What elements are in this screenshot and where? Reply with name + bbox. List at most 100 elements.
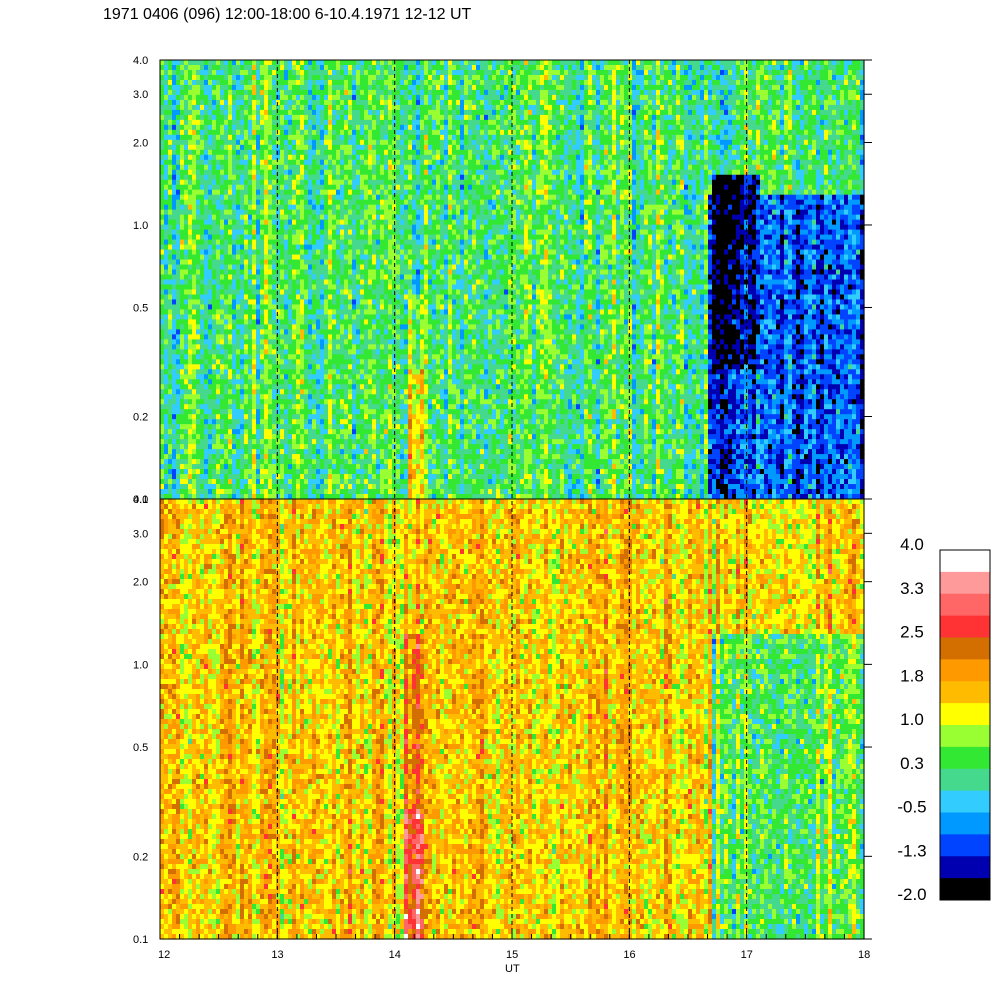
heatmap-cell <box>284 294 289 300</box>
heatmap-cell <box>160 374 165 380</box>
heatmap-cell <box>376 205 381 211</box>
heatmap-cell <box>184 454 189 460</box>
heatmap-cell <box>344 140 349 146</box>
heatmap-cell <box>264 155 269 161</box>
heatmap-cell <box>324 444 329 450</box>
heatmap-cell <box>200 464 205 470</box>
heatmap-cell <box>228 105 233 111</box>
heatmap-cell <box>352 145 357 151</box>
heatmap-cell <box>184 449 189 455</box>
heatmap-cell <box>164 384 169 390</box>
heatmap-cell <box>228 95 233 101</box>
heatmap-cell <box>320 354 325 360</box>
heatmap-cell <box>188 444 193 450</box>
heatmap-cell <box>216 125 221 131</box>
heatmap-cell <box>196 379 201 385</box>
heatmap-cell <box>284 225 289 231</box>
heatmap-cell <box>336 484 341 490</box>
heatmap-cell <box>332 379 337 385</box>
heatmap-cell <box>176 240 181 246</box>
heatmap-cell <box>272 270 277 276</box>
heatmap-cell <box>360 145 365 151</box>
heatmap-cell <box>324 190 329 196</box>
heatmap-cell <box>284 140 289 146</box>
heatmap-cell <box>200 95 205 101</box>
heatmap-cell <box>348 469 353 475</box>
heatmap-cell <box>344 165 349 171</box>
heatmap-cell <box>328 444 333 450</box>
heatmap-cell <box>220 469 225 475</box>
heatmap-cell <box>160 140 165 146</box>
heatmap-cell <box>352 324 357 330</box>
heatmap-cell <box>248 145 253 151</box>
heatmap-cell <box>244 140 249 146</box>
heatmap-cell <box>276 414 281 420</box>
heatmap-cell <box>360 379 365 385</box>
heatmap-cell <box>304 115 309 121</box>
heatmap-cell <box>308 190 313 196</box>
heatmap-cell <box>300 474 305 480</box>
heatmap-cell <box>256 95 261 101</box>
heatmap-cell <box>384 135 389 141</box>
heatmap-cell <box>340 120 345 126</box>
heatmap-cell <box>272 240 277 246</box>
heatmap-cell <box>228 235 233 241</box>
heatmap-cell <box>204 369 209 375</box>
heatmap-cell <box>320 314 325 320</box>
heatmap-cell <box>308 484 313 490</box>
heatmap-cell <box>180 354 185 360</box>
heatmap-cell <box>208 339 213 345</box>
heatmap-cell <box>336 414 341 420</box>
heatmap-cell <box>312 419 317 425</box>
heatmap-cell <box>244 85 249 91</box>
heatmap-cell <box>216 344 221 350</box>
heatmap-cell <box>168 125 173 131</box>
heatmap-cell <box>188 280 193 286</box>
heatmap-cell <box>160 304 165 310</box>
heatmap-cell <box>208 135 213 141</box>
heatmap-cell <box>360 260 365 266</box>
heatmap-cell <box>164 389 169 395</box>
heatmap-cell <box>300 309 305 315</box>
heatmap-cell <box>216 75 221 81</box>
heatmap-cell <box>324 429 329 435</box>
heatmap-cell <box>260 489 265 495</box>
heatmap-cell <box>352 489 357 495</box>
heatmap-cell <box>160 280 165 286</box>
heatmap-cell <box>268 95 273 101</box>
heatmap-cell <box>168 319 173 325</box>
heatmap-cell <box>332 324 337 330</box>
heatmap-cell <box>260 90 265 96</box>
heatmap-cell <box>336 185 341 191</box>
heatmap-cell <box>372 240 377 246</box>
heatmap-cell <box>236 414 241 420</box>
heatmap-cell <box>176 265 181 271</box>
heatmap-cell <box>244 190 249 196</box>
heatmap-cell <box>184 369 189 375</box>
heatmap-cell <box>348 339 353 345</box>
heatmap-cell <box>280 344 285 350</box>
heatmap-cell <box>272 160 277 166</box>
heatmap-cell <box>244 364 249 370</box>
heatmap-cell <box>172 364 177 370</box>
heatmap-cell <box>284 404 289 410</box>
heatmap-cell <box>208 205 213 211</box>
heatmap-cell <box>332 429 337 435</box>
heatmap-cell <box>368 195 373 201</box>
heatmap-cell <box>340 319 345 325</box>
heatmap-cell <box>332 215 337 221</box>
heatmap-cell <box>324 155 329 161</box>
heatmap-cell <box>268 414 273 420</box>
heatmap-cell <box>176 220 181 226</box>
heatmap-cell <box>364 414 369 420</box>
heatmap-cell <box>224 135 229 141</box>
heatmap-cell <box>308 210 313 216</box>
heatmap-cell <box>236 130 241 136</box>
heatmap-cell <box>172 165 177 171</box>
heatmap-cell <box>184 155 189 161</box>
heatmap-cell <box>188 130 193 136</box>
heatmap-cell <box>228 294 233 300</box>
heatmap-cell <box>164 60 169 66</box>
heatmap-cell <box>300 299 305 305</box>
heatmap-cell <box>316 444 321 450</box>
